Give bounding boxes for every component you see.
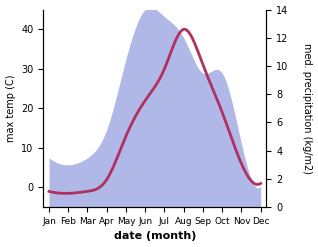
X-axis label: date (month): date (month) bbox=[114, 231, 196, 242]
Y-axis label: med. precipitation (kg/m2): med. precipitation (kg/m2) bbox=[302, 43, 313, 174]
Y-axis label: max temp (C): max temp (C) bbox=[5, 75, 16, 142]
